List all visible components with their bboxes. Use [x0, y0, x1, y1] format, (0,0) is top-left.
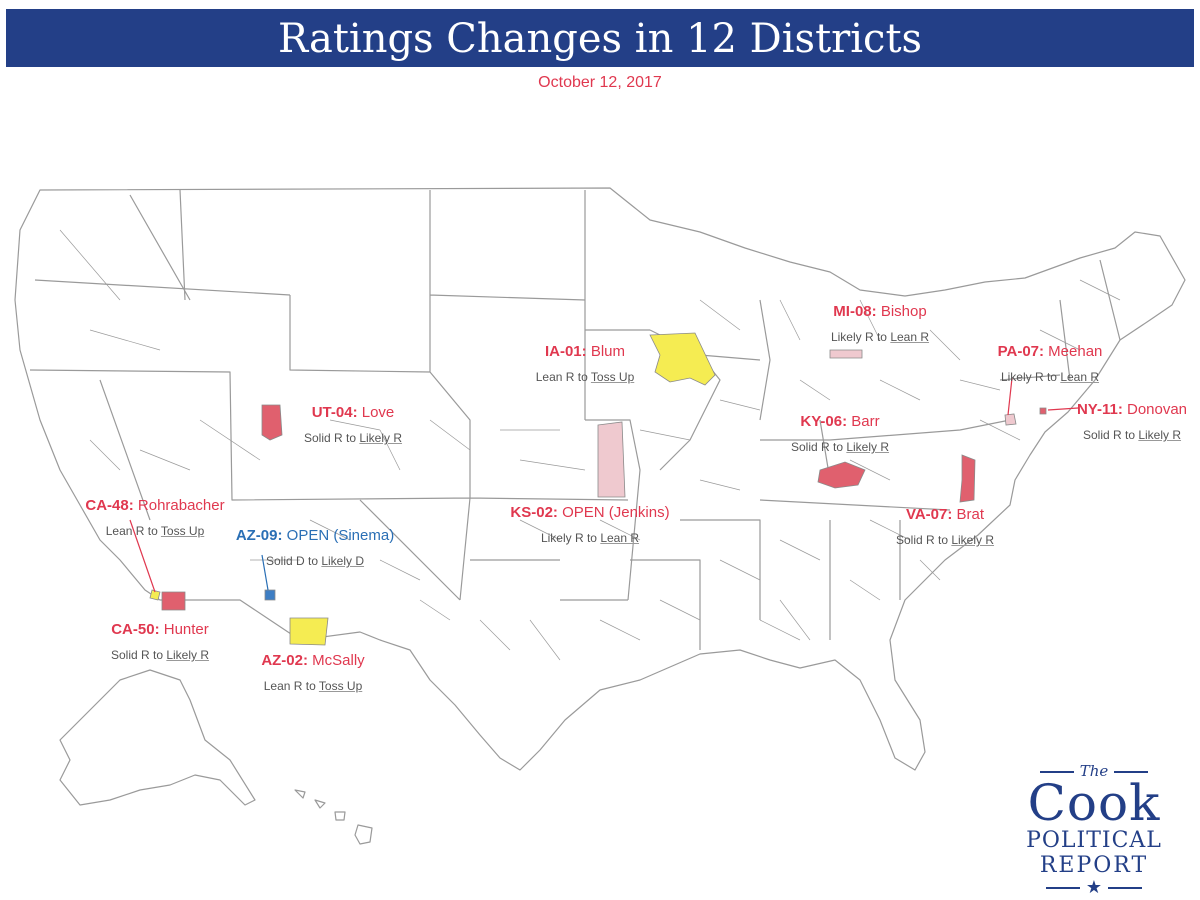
label-va-07: VA-07: Brat Solid R to Likely R [895, 506, 995, 547]
label-ny-11: NY-11: Donovan Solid R to Likely R [1076, 401, 1188, 442]
pa-07-pointer [1007, 377, 1013, 416]
district-ks-02-shape [597, 421, 626, 498]
district-mi-08-shape [829, 349, 863, 359]
label-ca-48: CA-48: Rohrabacher Lean R to Toss Up [85, 497, 225, 538]
state-lines [29, 189, 1121, 650]
ca-48-pointer [129, 519, 156, 593]
az-09-pointer [261, 554, 269, 591]
label-ut-04: UT-04: Love Solid R to Likely R [303, 404, 403, 445]
map-date: October 12, 2017 [538, 74, 662, 91]
district-az-09-shape [264, 589, 276, 601]
label-ca-50: CA-50: Hunter Solid R to Likely R [110, 621, 210, 662]
label-ia-01: IA-01: Blum Lean R to Toss Up [535, 343, 635, 384]
ny-11-pointer [1047, 407, 1079, 411]
map-title: Ratings Changes in 12 Districts [6, 9, 1194, 67]
cook-political-report-logo: The Cook POLITICAL REPORT ★ [1026, 762, 1162, 898]
label-pa-07: PA-07: Meehan Likely R to Lean R [997, 343, 1103, 384]
hawaii-islands [294, 789, 373, 845]
us-outline [14, 187, 1186, 771]
district-pa-07-shape [1004, 413, 1017, 426]
label-ky-06: KY-06: Barr Solid R to Likely R [790, 413, 890, 454]
district-ca-50-shape [161, 591, 186, 611]
star-icon: ★ [1085, 877, 1103, 898]
district-va-07-shape [959, 454, 976, 503]
district-ia-01-shape [649, 332, 716, 386]
label-az-09: AZ-09: OPEN (Sinema) Solid D to Likely D [235, 527, 395, 568]
alaska-outline [59, 669, 256, 806]
district-ut-04-shape [261, 404, 283, 441]
label-az-02: AZ-02: McSally Lean R to Toss Up [261, 652, 365, 693]
district-ca-48-shape [149, 589, 161, 601]
district-ny-11-shape [1039, 407, 1047, 415]
district-az-02-shape [289, 617, 329, 646]
district-ky-06-shape [817, 461, 866, 489]
label-ks-02: KS-02: OPEN (Jenkins) Likely R to Lean R [510, 504, 670, 545]
label-mi-08: MI-08: Bishop Likely R to Lean R [830, 303, 930, 344]
